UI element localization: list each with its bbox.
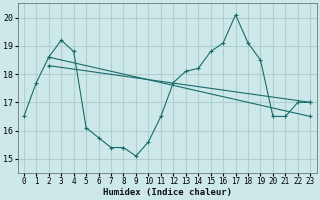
X-axis label: Humidex (Indice chaleur): Humidex (Indice chaleur) bbox=[103, 188, 232, 197]
